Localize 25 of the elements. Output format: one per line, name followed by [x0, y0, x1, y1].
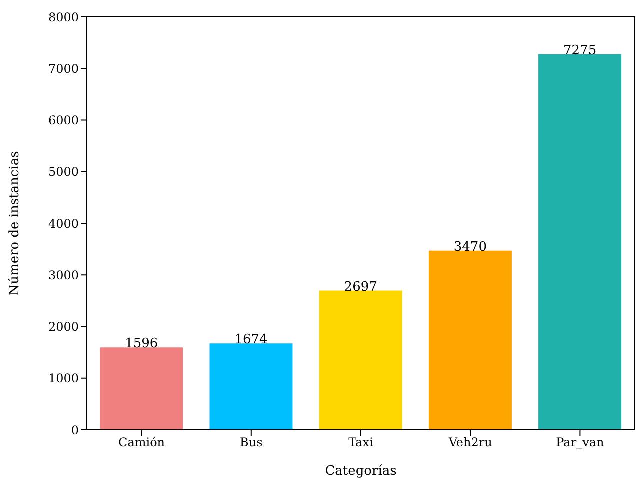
x-tick-label: Par_van	[556, 436, 605, 450]
data-label: 3470	[454, 240, 487, 255]
y-tick-label: 6000	[48, 114, 79, 128]
y-tick-label: 5000	[48, 165, 79, 180]
data-label: 1596	[125, 336, 158, 352]
x-axis-title: Categorías	[325, 464, 397, 479]
bar	[210, 344, 293, 430]
y-tick-label: 0	[71, 423, 79, 438]
bar	[319, 290, 402, 430]
y-tick-label: 1000	[48, 372, 79, 386]
y-tick-label: 3000	[48, 268, 79, 282]
bar	[100, 348, 184, 430]
y-tick-label: 4000	[48, 216, 79, 231]
y-tick-label: 7000	[48, 62, 79, 76]
data-label: 7275	[564, 43, 597, 58]
x-tick-label: Camión	[118, 436, 166, 450]
bar	[538, 54, 622, 430]
y-tick-label: 2000	[48, 320, 79, 334]
bar	[428, 250, 512, 430]
data-label: 2697	[344, 280, 378, 295]
y-axis-title: Número de instancias	[8, 151, 23, 296]
x-tick-label: Veh2ru	[448, 436, 493, 450]
x-tick-label: Bus	[240, 436, 263, 450]
x-tick-label: Taxi	[348, 436, 374, 450]
y-tick-label: 8000	[48, 10, 79, 24]
